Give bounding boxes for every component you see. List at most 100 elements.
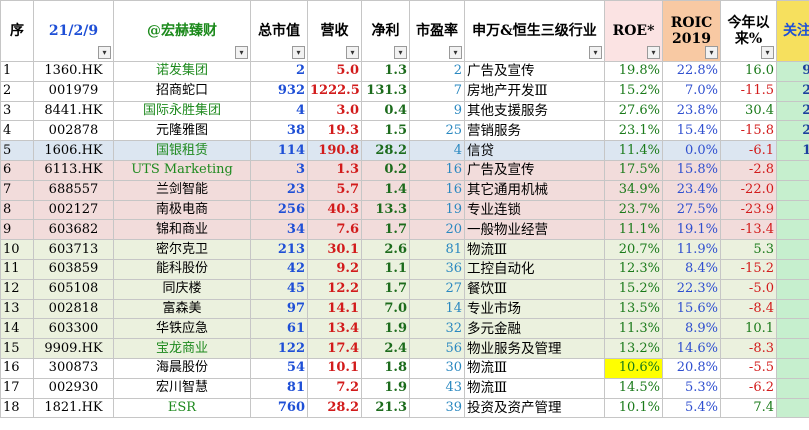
- cell-revenue[interactable]: 190.8: [307, 140, 362, 161]
- cell-ytd[interactable]: -22.0: [720, 179, 777, 201]
- filter-dropdown-icon[interactable]: ▾: [98, 46, 111, 59]
- cell-market-cap[interactable]: 23: [250, 179, 308, 201]
- cell-name[interactable]: ESR: [113, 397, 251, 419]
- table-row[interactable]: 10 603713 密尔克卫 213 30.1 2.6 81 物流Ⅲ 20.7% 11.9% 5.3…: [0, 239, 809, 260]
- cell-index[interactable]: 13: [0, 298, 34, 320]
- cell-name[interactable]: 招商蛇口: [113, 80, 251, 102]
- cell-roe[interactable]: 12.3%: [604, 258, 663, 280]
- cell-market-cap[interactable]: 3: [250, 159, 308, 181]
- cell-roe[interactable]: 23.7%: [604, 199, 663, 221]
- cell-net-profit[interactable]: 7.0: [361, 298, 410, 320]
- cell-roe[interactable]: 11.1%: [604, 219, 663, 241]
- cell-net-profit[interactable]: 1.9: [361, 318, 410, 340]
- cell-revenue[interactable]: 17.4: [307, 338, 362, 359]
- cell-index[interactable]: 5: [0, 140, 34, 161]
- cell-roe[interactable]: 11.4%: [604, 140, 663, 161]
- table-row[interactable]: 9 603682 锦和商业 34 7.6 1.7 20 一般物业经营 11.1% 19.1% -13…: [0, 219, 809, 241]
- cell-pe[interactable]: 30: [409, 357, 465, 379]
- cell-code[interactable]: 603682: [33, 219, 114, 241]
- cell-name[interactable]: 能科股份: [113, 258, 251, 280]
- cell-market-cap[interactable]: 38: [250, 120, 308, 142]
- cell-ytd[interactable]: -5.0: [720, 278, 777, 300]
- cell-roe[interactable]: 17.5%: [604, 159, 663, 181]
- cell-industry[interactable]: 工控自动化: [464, 258, 605, 280]
- cell-index[interactable]: 12: [0, 278, 34, 300]
- cell-code[interactable]: 688557: [33, 179, 114, 201]
- cell-code[interactable]: 002930: [33, 377, 114, 399]
- cell-roe[interactable]: 13.2%: [604, 338, 663, 359]
- cell-roic[interactable]: 8.4%: [662, 258, 721, 280]
- cell-industry[interactable]: 广告及宣传: [464, 159, 605, 181]
- cell-ytd[interactable]: 7.4: [720, 397, 777, 419]
- cell-ytd[interactable]: 30.4: [720, 100, 777, 122]
- cell-name[interactable]: 兰剑智能: [113, 179, 251, 201]
- cell-net-profit[interactable]: 2.6: [361, 239, 410, 260]
- cell-net-profit[interactable]: 1.7: [361, 278, 410, 300]
- cell-index[interactable]: 17: [0, 377, 34, 399]
- cell-score[interactable]: 5.48: [776, 219, 809, 241]
- cell-score[interactable]: 2.00: [776, 357, 809, 379]
- cell-name[interactable]: 宏川智慧: [113, 377, 251, 399]
- cell-score[interactable]: 17.45: [776, 140, 809, 161]
- cell-name[interactable]: 国际永胜集团: [113, 100, 251, 122]
- filter-dropdown-icon[interactable]: ▾: [449, 46, 462, 59]
- cell-market-cap[interactable]: 61: [250, 318, 308, 340]
- cell-roic[interactable]: 5.3%: [662, 377, 721, 399]
- cell-name[interactable]: 富森美: [113, 298, 251, 320]
- cell-score[interactable]: 9.11: [776, 159, 809, 181]
- table-row[interactable]: 11360.HK诺发集团25.01.32广告及宣传19.8%22.8%16.09…: [0, 61, 809, 82]
- cell-score[interactable]: 26.83: [776, 100, 809, 122]
- cell-index[interactable]: 8: [0, 199, 34, 221]
- filter-dropdown-icon[interactable]: ▾: [589, 46, 602, 59]
- cell-revenue[interactable]: 9.2: [307, 258, 362, 280]
- cell-roe[interactable]: 23.1%: [604, 120, 663, 142]
- cell-net-profit[interactable]: 2.4: [361, 338, 410, 359]
- cell-name[interactable]: 国银租赁: [113, 140, 251, 161]
- table-row[interactable]: 15 9909.HK 宝龙商业 122 17.4 2.4 56 物业服务及管理 13.2% 14.…: [0, 338, 809, 359]
- cell-market-cap[interactable]: 45: [250, 278, 308, 300]
- filter-dropdown-icon[interactable]: ▾: [394, 46, 407, 59]
- table-row[interactable]: 18 1821.HK ESR 760 28.2 21.3 39 投资及资产管理 10.1% 5.4…: [0, 397, 809, 419]
- cell-net-profit[interactable]: 1.5: [361, 120, 410, 142]
- cell-net-profit[interactable]: 13.3: [361, 199, 410, 221]
- cell-revenue[interactable]: 40.3: [307, 199, 362, 221]
- cell-code[interactable]: 300873: [33, 357, 114, 379]
- cell-code[interactable]: 603300: [33, 318, 114, 340]
- cell-industry[interactable]: 其他支援服务: [464, 100, 605, 122]
- cell-index[interactable]: 11: [0, 258, 34, 280]
- cell-ytd[interactable]: 10.1: [720, 318, 777, 340]
- cell-industry[interactable]: 专业市场: [464, 298, 605, 320]
- cell-pe[interactable]: 7: [409, 80, 465, 102]
- cell-industry[interactable]: 物业服务及管理: [464, 338, 605, 359]
- cell-pe[interactable]: 9: [409, 100, 465, 122]
- cell-code[interactable]: 1606.HK: [33, 140, 114, 161]
- cell-name[interactable]: 宝龙商业: [113, 338, 251, 359]
- cell-score[interactable]: 20.28: [776, 120, 809, 142]
- cell-index[interactable]: 10: [0, 239, 34, 260]
- cell-score[interactable]: 4.42: [776, 258, 809, 280]
- cell-ytd[interactable]: -5.5: [720, 357, 777, 379]
- cell-net-profit[interactable]: 1.4: [361, 179, 410, 201]
- cell-pe[interactable]: 14: [409, 298, 465, 320]
- cell-score[interactable]: 3.51: [776, 318, 809, 340]
- cell-ytd[interactable]: -15.8: [720, 120, 777, 142]
- cell-name[interactable]: 华铁应急: [113, 318, 251, 340]
- cell-pe[interactable]: 36: [409, 258, 465, 280]
- cell-ytd[interactable]: -15.2: [720, 258, 777, 280]
- filter-dropdown-icon[interactable]: ▾: [292, 46, 305, 59]
- table-row[interactable]: 6 6113.HK UTS Marketing 3 1.3 0.2 16 广告及宣传 17.5%…: [0, 159, 809, 181]
- cell-market-cap[interactable]: 932: [250, 80, 308, 102]
- cell-revenue[interactable]: 1222.5: [307, 80, 362, 102]
- cell-index[interactable]: 14: [0, 318, 34, 340]
- cell-market-cap[interactable]: 54: [250, 357, 308, 379]
- cell-market-cap[interactable]: 34: [250, 219, 308, 241]
- cell-index[interactable]: 4: [0, 120, 34, 142]
- cell-pe[interactable]: 81: [409, 239, 465, 260]
- cell-industry[interactable]: 物流Ⅲ: [464, 239, 605, 260]
- cell-roic[interactable]: 22.3%: [662, 278, 721, 300]
- cell-score[interactable]: 27.33: [776, 80, 809, 102]
- cell-code[interactable]: 603713: [33, 239, 114, 260]
- cell-pe[interactable]: 20: [409, 219, 465, 241]
- cell-revenue[interactable]: 12.2: [307, 278, 362, 300]
- cell-code[interactable]: 6113.HK: [33, 159, 114, 181]
